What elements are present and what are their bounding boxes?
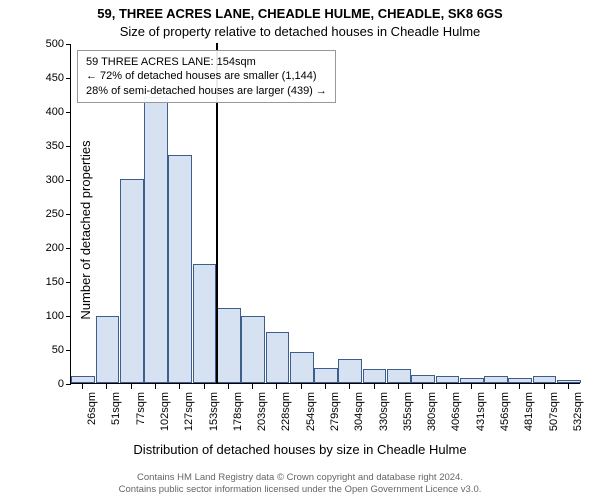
x-tick-label: 304sqm [353,392,365,431]
x-tick-mark [519,384,520,389]
y-tick-label: 50 [24,344,64,356]
x-tick-mark [325,384,326,389]
x-tick-mark [155,384,156,389]
y-tick-label: 0 [24,378,64,390]
y-tick-label: 400 [24,106,64,118]
histogram-bar [144,97,168,383]
y-tick-label: 150 [24,276,64,288]
histogram-bar [557,380,581,383]
histogram-bar [338,359,362,383]
x-tick-label: 406sqm [450,392,462,431]
histogram-bar [387,369,411,383]
x-tick-mark [179,384,180,389]
histogram-bar [484,376,508,383]
x-tick-mark [106,384,107,389]
x-axis-label: Distribution of detached houses by size … [0,442,600,457]
info-box-line-2: ← 72% of detached houses are smaller (1,… [86,69,327,83]
chart-container: 59, THREE ACRES LANE, CHEADLE HULME, CHE… [0,0,600,500]
histogram-bar [217,308,241,383]
x-ticks: 26sqm 51sqm 77sqm 102sqm 127sqm 153sqm 178sqm 2… [70,384,580,444]
histogram-bar [96,316,120,383]
footer-line-1: Contains HM Land Registry data © Crown c… [0,472,600,484]
x-tick-label: 355sqm [402,392,414,431]
y-tick-mark [66,248,71,249]
y-tick-label: 250 [24,208,64,220]
x-tick-label: 330sqm [378,392,390,431]
x-tick-label: 279sqm [329,392,341,431]
y-tick-mark [66,282,71,283]
x-tick-label: 380sqm [426,392,438,431]
title-line-2: Size of property relative to detached ho… [0,24,600,39]
info-box-line-3: 28% of semi-detached houses are larger (… [86,84,327,98]
y-tick-label: 350 [24,140,64,152]
x-tick-mark [398,384,399,389]
x-tick-label: 254sqm [305,392,317,431]
histogram-bar [193,264,217,383]
x-tick-label: 507sqm [548,392,560,431]
x-tick-mark [204,384,205,389]
x-tick-label: 178sqm [232,392,244,431]
y-tick-mark [66,214,71,215]
x-tick-label: 102sqm [159,392,171,431]
x-tick-label: 456sqm [499,392,511,431]
histogram-bar [314,368,338,383]
y-tick-label: 200 [24,242,64,254]
histogram-bar [411,375,435,383]
histogram-bar [71,376,95,383]
x-tick-mark [276,384,277,389]
x-tick-label: 431sqm [475,392,487,431]
y-tick-mark [66,44,71,45]
histogram-bar [290,352,314,383]
x-tick-mark [374,384,375,389]
plot-area: 59 THREE ACRES LANE: 154sqm ← 72% of det… [70,44,580,384]
title-line-1: 59, THREE ACRES LANE, CHEADLE HULME, CHE… [0,6,600,21]
histogram-bar [168,155,192,383]
x-tick-label: 77sqm [135,392,147,425]
x-tick-mark [252,384,253,389]
histogram-bar [460,378,484,383]
histogram-bar [241,316,265,383]
y-tick-label: 450 [24,72,64,84]
y-tick-label: 300 [24,174,64,186]
x-tick-label: 532sqm [572,392,584,431]
x-tick-label: 481sqm [523,392,535,431]
x-tick-label: 51sqm [110,392,122,425]
x-tick-label: 127sqm [183,392,195,431]
histogram-bar [266,332,290,383]
x-tick-mark [349,384,350,389]
histogram-bar [533,376,557,383]
x-tick-mark [446,384,447,389]
x-tick-mark [544,384,545,389]
x-tick-mark [471,384,472,389]
x-tick-mark [228,384,229,389]
y-tick-mark [66,180,71,181]
y-tick-label: 500 [24,38,64,50]
x-tick-mark [82,384,83,389]
x-tick-label: 26sqm [86,392,98,425]
y-tick-label: 100 [24,310,64,322]
footer-line-2: Contains public sector information licen… [0,484,600,496]
footer: Contains HM Land Registry data © Crown c… [0,472,600,496]
histogram-bar [120,179,144,383]
y-tick-mark [66,350,71,351]
y-tick-mark [66,78,71,79]
x-tick-label: 203sqm [256,392,268,431]
x-tick-label: 153sqm [208,392,220,431]
histogram-bar [508,378,532,383]
info-box-line-1: 59 THREE ACRES LANE: 154sqm [86,55,327,69]
x-tick-mark [301,384,302,389]
histogram-bar [363,369,387,383]
y-tick-mark [66,146,71,147]
y-tick-mark [66,112,71,113]
histogram-bar [436,376,460,383]
x-tick-mark [131,384,132,389]
y-tick-mark [66,316,71,317]
x-tick-mark [422,384,423,389]
x-tick-mark [495,384,496,389]
x-tick-mark [568,384,569,389]
info-box: 59 THREE ACRES LANE: 154sqm ← 72% of det… [77,50,336,103]
x-tick-label: 228sqm [280,392,292,431]
